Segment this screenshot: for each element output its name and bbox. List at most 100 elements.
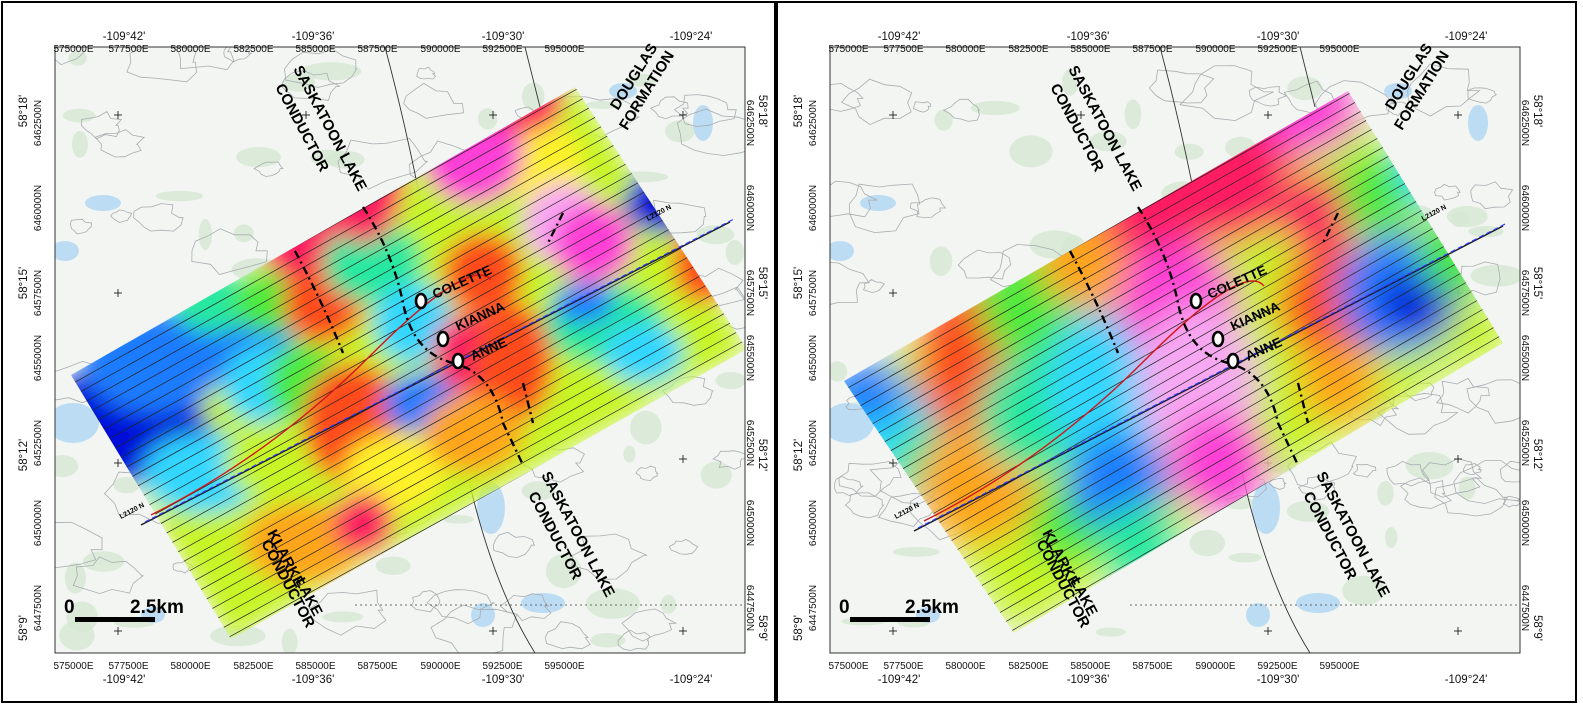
latitude-label-right: 58°12' <box>756 439 768 471</box>
longitude-label-top: -109°36' <box>292 31 335 43</box>
northing-label-left: 6455000N <box>33 335 44 381</box>
northing-label-right: 6462500N <box>1519 100 1530 146</box>
longitude-label-top: -109°42' <box>878 31 921 43</box>
easting-label-bottom: 582500E <box>1008 661 1048 672</box>
klarke-lake-conductor <box>1068 250 1120 354</box>
longitude-label-bottom: -109°24' <box>1445 674 1488 686</box>
easting-label-top: 575000E <box>53 44 93 55</box>
map-frame <box>829 46 1521 654</box>
longitude-label-top: -109°30' <box>1257 31 1300 43</box>
easting-label-bottom: 575000E <box>828 661 868 672</box>
deposit-anne-marker <box>451 352 465 370</box>
easting-label-bottom: 582500E <box>233 661 273 672</box>
northing-label-right: 6450000N <box>744 500 755 546</box>
northing-label-right: 6455000N <box>1519 335 1530 381</box>
scale-bar <box>75 617 155 622</box>
river-trace <box>150 274 492 516</box>
northing-label-left: 6462500N <box>808 100 819 146</box>
northing-label-right: 6452500N <box>744 420 755 466</box>
easting-label-bottom: 577500E <box>108 661 148 672</box>
latitude-label-left: 58°9' <box>18 615 30 641</box>
easting-label-bottom: 590000E <box>420 661 460 672</box>
flight-lines <box>71 87 745 639</box>
easting-label-bottom: 590000E <box>1195 661 1235 672</box>
douglas-trend <box>1321 212 1340 244</box>
deposit-kianna-marker <box>436 330 450 348</box>
douglas-trend <box>546 212 565 244</box>
easting-label-top: 585000E <box>295 44 335 55</box>
longitude-label-bottom: -109°30' <box>1257 674 1300 686</box>
deposit-anne-marker <box>1226 352 1240 370</box>
scale-zero: 0 <box>839 597 850 618</box>
northing-label-right: 6450000N <box>1519 500 1530 546</box>
latitude-label-left: 58°15' <box>18 267 30 299</box>
saskatoon-lake-conductor <box>361 206 525 466</box>
easting-label-top: 582500E <box>1008 44 1048 55</box>
easting-label-top: 585000E <box>1070 44 1110 55</box>
easting-label-bottom: 587500E <box>357 661 397 672</box>
easting-label-top: 590000E <box>1195 44 1235 55</box>
tie-line <box>913 225 1504 532</box>
scale-bar <box>850 617 930 622</box>
northing-label-left: 6460000N <box>808 185 819 231</box>
longitude-label-bottom: -109°36' <box>1067 674 1110 686</box>
northing-label-right: 6457500N <box>744 270 755 316</box>
easting-label-bottom: 580000E <box>170 661 210 672</box>
longitude-label-bottom: -109°42' <box>878 674 921 686</box>
easting-label-bottom: 577500E <box>883 661 923 672</box>
latitude-label-left: 58°18' <box>793 95 805 127</box>
scale-zero: 0 <box>64 597 75 618</box>
northing-label-right: 6460000N <box>1519 185 1530 231</box>
geophysics-grid <box>71 87 745 639</box>
northing-label-left: 6462500N <box>33 100 44 146</box>
easting-label-top: 590000E <box>420 44 460 55</box>
longitude-label-bottom: -109°36' <box>292 674 335 686</box>
deposit-colette-marker <box>414 292 428 310</box>
road <box>1299 47 1316 108</box>
easting-label-top: 587500E <box>1132 44 1172 55</box>
latitude-label-left: 58°18' <box>18 95 30 127</box>
northing-label-left: 6457500N <box>808 270 819 316</box>
northing-label-right: 6447500N <box>1519 585 1530 631</box>
easting-label-top: 587500E <box>357 44 397 55</box>
northing-label-right: 6457500N <box>1519 270 1530 316</box>
easting-label-top: 577500E <box>883 44 923 55</box>
latitude-label-left: 58°12' <box>18 439 30 471</box>
northing-label-left: 6460000N <box>33 185 44 231</box>
klarke-lake-conductor <box>293 250 345 354</box>
northing-label-right: 6460000N <box>744 185 755 231</box>
latitude-label-left: 58°12' <box>793 439 805 471</box>
map-panel-left: L2120 N L2120 N 575000E 575000E 577500E 57750… <box>1 1 776 703</box>
saskatoon-lake-conductor <box>1136 206 1300 466</box>
latitude-label-left: 58°15' <box>793 267 805 299</box>
northing-label-right: 6462500N <box>744 100 755 146</box>
flight-lines <box>844 91 1503 633</box>
northing-label-left: 6455000N <box>808 335 819 381</box>
tie-line <box>140 221 731 526</box>
conductor-segment <box>1296 382 1310 424</box>
longitude-label-top: -109°24' <box>1445 31 1488 43</box>
latitude-label-right: 58°9' <box>1531 615 1543 641</box>
tie-line-dashed <box>144 218 735 523</box>
latitude-label-left: 58°9' <box>793 615 805 641</box>
easting-label-bottom: 585000E <box>1070 661 1110 672</box>
longitude-label-bottom: -109°24' <box>670 674 713 686</box>
northing-label-left: 6447500N <box>808 585 819 631</box>
easting-label-bottom: 592500E <box>482 661 522 672</box>
longitude-label-top: -109°42' <box>103 31 146 43</box>
easting-label-top: 577500E <box>108 44 148 55</box>
easting-label-top: 595000E <box>1319 44 1359 55</box>
easting-label-bottom: 595000E <box>1319 661 1359 672</box>
easting-label-bottom: 595000E <box>544 661 584 672</box>
tie-line-dashed <box>917 222 1508 529</box>
easting-label-top: 580000E <box>945 44 985 55</box>
easting-label-bottom: 580000E <box>945 661 985 672</box>
road <box>524 47 541 108</box>
latitude-label-right: 58°18' <box>756 95 768 127</box>
easting-label-top: 592500E <box>482 44 522 55</box>
northing-label-left: 6452500N <box>808 420 819 466</box>
